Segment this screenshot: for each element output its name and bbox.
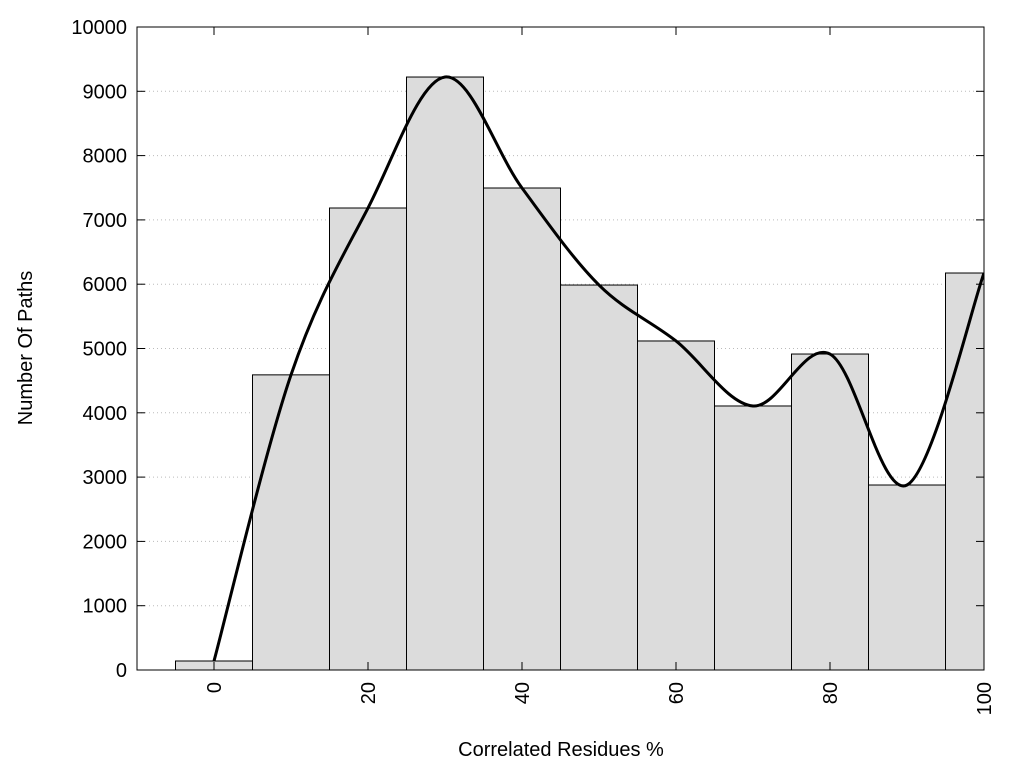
curve	[212, 75, 984, 662]
y-tick-label: 3000	[83, 467, 128, 489]
y-tick-label: 7000	[83, 210, 128, 232]
bar	[252, 374, 330, 670]
x-tick-label: 0	[204, 682, 226, 693]
x-tick-label: 20	[358, 682, 380, 704]
x-tick-label: 80	[820, 682, 842, 704]
x-tick-label: 60	[666, 682, 688, 704]
bar	[560, 284, 638, 670]
y-tick-label: 10000	[71, 17, 127, 39]
x-tick-label: 40	[512, 682, 534, 704]
y-tick-label: 1000	[83, 596, 128, 618]
y-tick-label: 6000	[83, 274, 128, 296]
bar	[714, 405, 792, 670]
bar	[483, 187, 561, 670]
x-tick-label: 100	[974, 682, 996, 715]
bars	[175, 76, 984, 670]
y-tick-label: 2000	[83, 531, 128, 553]
y-tick-label: 0	[116, 660, 127, 682]
y-axis-label: Number Of Paths	[15, 271, 37, 426]
bar	[329, 207, 407, 670]
bar	[406, 76, 484, 670]
y-tick-label: 5000	[83, 339, 128, 361]
bar	[637, 340, 715, 670]
smooth-line	[212, 75, 984, 662]
y-tick-label: 9000	[83, 81, 128, 103]
y-tick-label: 8000	[83, 146, 128, 168]
y-tick-label: 4000	[83, 403, 128, 425]
axes: 0100020003000400050006000700080009000100…	[71, 17, 996, 715]
bar	[868, 484, 946, 670]
x-axis-label: Correlated Residues %	[458, 739, 664, 761]
